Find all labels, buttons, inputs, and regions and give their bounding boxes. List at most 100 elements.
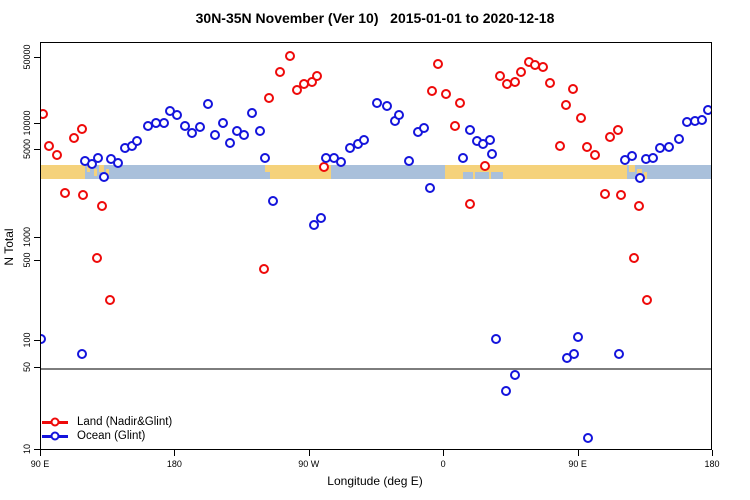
data-point-land <box>264 92 275 103</box>
legend-label-land: Land (Nadir&Glint) <box>77 416 173 428</box>
band-patch-land <box>623 165 628 179</box>
data-point-land <box>41 108 48 119</box>
data-point-land <box>590 150 601 161</box>
data-point-ocean <box>382 101 392 112</box>
x-tick-label: 180 <box>704 459 720 469</box>
data-point-land <box>455 97 466 108</box>
data-point-land <box>311 71 322 82</box>
data-point-land <box>104 295 115 306</box>
data-point-ocean <box>225 137 236 148</box>
y-tick <box>34 57 40 58</box>
band-patch-land <box>94 168 97 176</box>
data-point-ocean <box>336 157 346 168</box>
data-point-land <box>291 85 302 96</box>
data-point-ocean <box>634 172 645 183</box>
plot-area: Land (Nadir&Glint) Ocean (Glint) <box>40 42 712 450</box>
data-point-ocean <box>179 121 190 131</box>
band-patch-land <box>86 165 90 172</box>
data-point-land <box>600 188 611 199</box>
data-point-land <box>495 71 506 82</box>
data-point-land <box>613 125 624 135</box>
data-point-ocean <box>372 97 382 108</box>
data-point-land <box>318 162 329 173</box>
data-point-ocean <box>359 134 369 145</box>
data-point-land <box>274 66 285 77</box>
data-point-land <box>440 88 451 99</box>
data-point-land <box>60 187 71 198</box>
data-point-ocean <box>195 122 206 132</box>
band-segment-ocean <box>331 165 445 179</box>
data-point-ocean <box>77 348 88 359</box>
data-point-land <box>284 51 295 61</box>
band-patch-ocean <box>265 172 271 179</box>
data-point-land <box>426 85 437 96</box>
data-point-ocean <box>404 155 415 166</box>
band-segment-ocean <box>85 165 265 179</box>
data-point-ocean <box>132 135 143 146</box>
band-segment-land <box>444 165 624 179</box>
data-point-ocean <box>268 195 279 206</box>
x-tick <box>443 450 445 456</box>
data-point-ocean <box>218 117 229 128</box>
ocean-series-marker-icon <box>42 431 68 442</box>
data-point-ocean <box>486 148 497 159</box>
y-tick <box>34 449 40 450</box>
x-tick <box>308 450 310 456</box>
x-tick-label: 90 E <box>568 459 587 469</box>
band-segment-land <box>265 165 331 179</box>
data-point-ocean <box>485 134 496 145</box>
data-point-land <box>258 263 269 274</box>
chart-legend: Land (Nadir&Glint) Ocean (Glint) <box>42 415 172 443</box>
data-point-land <box>449 121 460 131</box>
data-point-land <box>561 99 572 110</box>
data-point-ocean <box>509 369 520 380</box>
data-point-ocean <box>647 152 658 163</box>
data-point-ocean <box>255 125 266 136</box>
data-point-land <box>432 58 443 69</box>
legend-item-ocean: Ocean (Glint) <box>42 429 172 443</box>
y-tick <box>34 237 40 238</box>
data-point-ocean <box>172 109 183 120</box>
band-patch-land <box>99 165 104 172</box>
data-point-land <box>465 199 476 210</box>
data-point-land <box>44 141 55 152</box>
data-point-land <box>51 150 62 161</box>
data-point-ocean <box>202 98 213 109</box>
x-tick-label: 180 <box>166 459 182 469</box>
band-patch-ocean <box>491 172 504 179</box>
data-point-land <box>616 189 626 200</box>
data-point-land <box>633 200 644 211</box>
data-point-land <box>555 141 566 152</box>
data-point-land <box>545 77 556 88</box>
data-point-ocean <box>673 134 684 145</box>
x-axis-title: Longitude (deg E) <box>327 474 423 488</box>
data-point-ocean <box>573 332 583 343</box>
data-point-land <box>69 133 79 144</box>
data-point-ocean <box>113 157 124 168</box>
band-patch-ocean <box>462 172 473 179</box>
x-tick <box>40 450 41 456</box>
data-point-ocean <box>308 219 319 230</box>
data-point-land <box>97 200 108 211</box>
legend-item-land: Land (Nadir&Glint) <box>42 415 172 429</box>
data-point-land <box>641 295 652 306</box>
band-patch-land <box>628 165 635 172</box>
data-point-land <box>629 253 639 264</box>
data-point-ocean <box>260 152 270 163</box>
x-tick <box>577 450 579 456</box>
data-point-ocean <box>344 143 355 154</box>
data-point-ocean <box>583 433 593 444</box>
band-patch-land <box>643 172 648 179</box>
data-point-ocean <box>425 182 435 193</box>
y-tick <box>34 367 40 368</box>
data-point-land <box>77 189 88 200</box>
data-point-land <box>538 62 549 73</box>
y-tick <box>34 149 40 150</box>
data-point-land <box>77 124 88 134</box>
data-point-ocean <box>458 152 469 163</box>
data-point-ocean <box>568 348 579 359</box>
data-point-ocean <box>696 115 707 126</box>
data-point-ocean <box>501 385 512 396</box>
y-tick <box>34 260 40 261</box>
